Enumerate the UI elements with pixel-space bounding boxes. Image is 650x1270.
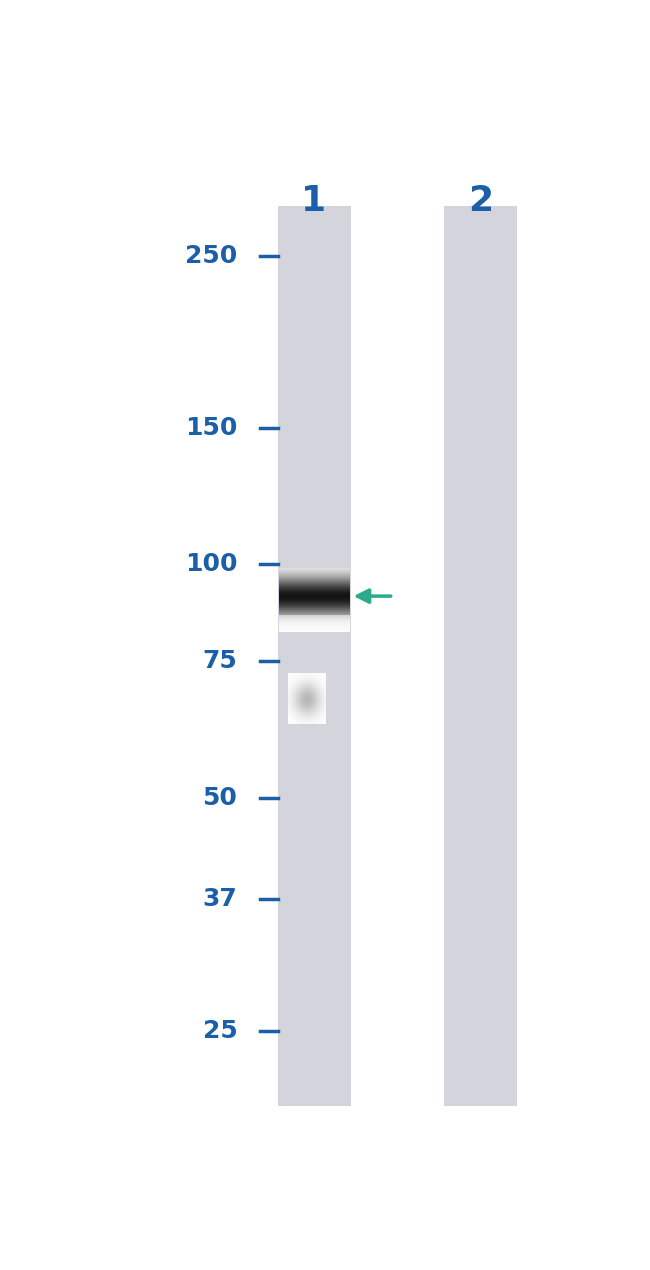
Bar <box>444 206 517 1106</box>
Text: 1: 1 <box>302 184 326 217</box>
Text: 25: 25 <box>203 1019 237 1043</box>
Bar <box>278 206 351 1106</box>
Text: 250: 250 <box>185 244 237 268</box>
Text: 75: 75 <box>203 649 237 673</box>
Text: 150: 150 <box>185 417 237 439</box>
Text: 100: 100 <box>185 552 237 577</box>
Text: 2: 2 <box>468 184 493 217</box>
Text: 37: 37 <box>203 886 237 911</box>
Text: 50: 50 <box>203 786 237 809</box>
